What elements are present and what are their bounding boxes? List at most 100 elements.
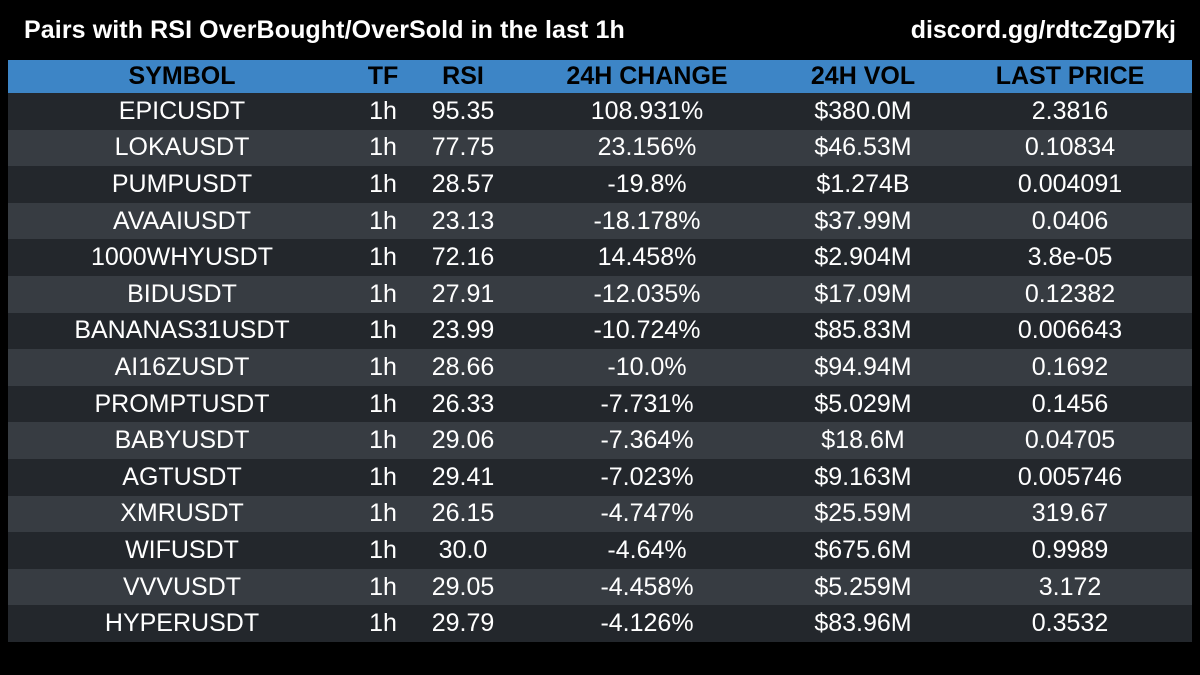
page-title: Pairs with RSI OverBought/OverSold in th… [24, 16, 625, 44]
change-cell: -4.458% [516, 568, 778, 606]
rsi-cell: 26.33 [410, 385, 516, 423]
change-cell: 108.931% [516, 93, 778, 130]
table-row: BIDUSDT 1h 27.91 -12.035% $17.09M 0.12382 [8, 275, 1192, 313]
price-cell: 0.9989 [948, 532, 1192, 569]
table-row: WIFUSDT 1h 30.0 -4.64% $675.6M 0.9989 [8, 532, 1192, 569]
change-cell: -7.731% [516, 385, 778, 423]
symbol-cell: XMRUSDT [8, 495, 356, 533]
volume-cell: $675.6M [778, 532, 948, 569]
table-row: BABYUSDT 1h 29.06 -7.364% $18.6M 0.04705 [8, 422, 1192, 459]
price-cell: 3.8e-05 [948, 239, 1192, 276]
price-cell: 0.006643 [948, 312, 1192, 350]
change-cell: -10.0% [516, 349, 778, 386]
symbol-cell: HYPERUSDT [8, 605, 356, 642]
change-cell: -19.8% [516, 166, 778, 203]
table-header-row: SYMBOL TF RSI 24H CHANGE 24H VOL LAST PR… [8, 60, 1192, 93]
column-header-24h-vol: 24H VOL [778, 60, 948, 93]
change-cell: -18.178% [516, 202, 778, 240]
tf-cell: 1h [356, 166, 410, 203]
volume-cell: $18.6M [778, 422, 948, 459]
column-header-rsi: RSI [410, 60, 516, 93]
table-row: XMRUSDT 1h 26.15 -4.747% $25.59M 319.67 [8, 495, 1192, 533]
symbol-cell: 1000WHYUSDT [8, 239, 356, 276]
volume-cell: $5.259M [778, 568, 948, 606]
price-cell: 0.004091 [948, 166, 1192, 203]
table-row: EPICUSDT 1h 95.35 108.931% $380.0M 2.3816 [8, 93, 1192, 130]
tf-cell: 1h [356, 239, 410, 276]
symbol-cell: PUMPUSDT [8, 166, 356, 203]
rsi-cell: 29.79 [410, 605, 516, 642]
symbol-cell: AVAAIUSDT [8, 202, 356, 240]
price-cell: 2.3816 [948, 93, 1192, 130]
volume-cell: $94.94M [778, 349, 948, 386]
tf-cell: 1h [356, 312, 410, 350]
tf-cell: 1h [356, 202, 410, 240]
rsi-cell: 29.05 [410, 568, 516, 606]
rsi-cell: 28.66 [410, 349, 516, 386]
change-cell: 23.156% [516, 129, 778, 167]
change-cell: -7.364% [516, 422, 778, 459]
header-bar: Pairs with RSI OverBought/OverSold in th… [0, 0, 1200, 60]
table-row: 1000WHYUSDT 1h 72.16 14.458% $2.904M 3.8e-05 [8, 239, 1192, 276]
column-header-tf: TF [356, 60, 410, 93]
rsi-cell: 95.35 [410, 93, 516, 130]
tf-cell: 1h [356, 568, 410, 606]
change-cell: -4.64% [516, 532, 778, 569]
price-cell: 0.1456 [948, 385, 1192, 423]
tf-cell: 1h [356, 458, 410, 496]
rsi-pairs-table: SYMBOL TF RSI 24H CHANGE 24H VOL LAST PR… [8, 60, 1192, 642]
rsi-cell: 26.15 [410, 495, 516, 533]
tf-cell: 1h [356, 385, 410, 423]
table-row: PUMPUSDT 1h 28.57 -19.8% $1.274B 0.004091 [8, 166, 1192, 203]
rsi-cell: 23.99 [410, 312, 516, 350]
table-row: PROMPTUSDT 1h 26.33 -7.731% $5.029M 0.1456 [8, 385, 1192, 423]
column-header-symbol: SYMBOL [8, 60, 356, 93]
volume-cell: $83.96M [778, 605, 948, 642]
discord-invite-link[interactable]: discord.gg/rdtcZgD7kj [910, 16, 1176, 44]
price-cell: 0.005746 [948, 458, 1192, 496]
table-row: BANANAS31USDT 1h 23.99 -10.724% $85.83M 0.006… [8, 312, 1192, 350]
symbol-cell: VVVUSDT [8, 568, 356, 606]
rsi-cell: 27.91 [410, 275, 516, 313]
table-body: EPICUSDT 1h 95.35 108.931% $380.0M 2.3816 LOKA… [8, 93, 1192, 642]
price-cell: 319.67 [948, 495, 1192, 533]
rsi-cell: 28.57 [410, 166, 516, 203]
price-cell: 0.0406 [948, 202, 1192, 240]
column-header-last-price: LAST PRICE [948, 60, 1192, 93]
column-header-24h-change: 24H CHANGE [516, 60, 778, 93]
price-cell: 0.1692 [948, 349, 1192, 386]
symbol-cell: PROMPTUSDT [8, 385, 356, 423]
price-cell: 0.04705 [948, 422, 1192, 459]
rsi-cell: 29.06 [410, 422, 516, 459]
symbol-cell: WIFUSDT [8, 532, 356, 569]
change-cell: -10.724% [516, 312, 778, 350]
tf-cell: 1h [356, 605, 410, 642]
volume-cell: $46.53M [778, 129, 948, 167]
tf-cell: 1h [356, 422, 410, 459]
symbol-cell: BIDUSDT [8, 275, 356, 313]
symbol-cell: AI16ZUSDT [8, 349, 356, 386]
volume-cell: $380.0M [778, 93, 948, 130]
rsi-cell: 29.41 [410, 458, 516, 496]
change-cell: -4.747% [516, 495, 778, 533]
tf-cell: 1h [356, 532, 410, 569]
change-cell: -4.126% [516, 605, 778, 642]
rsi-cell: 77.75 [410, 129, 516, 167]
table-row: HYPERUSDT 1h 29.79 -4.126% $83.96M 0.3532 [8, 605, 1192, 642]
volume-cell: $85.83M [778, 312, 948, 350]
rsi-cell: 72.16 [410, 239, 516, 276]
volume-cell: $5.029M [778, 385, 948, 423]
tf-cell: 1h [356, 275, 410, 313]
price-cell: 0.3532 [948, 605, 1192, 642]
table-row: VVVUSDT 1h 29.05 -4.458% $5.259M 3.172 [8, 568, 1192, 606]
table-row: LOKAUSDT 1h 77.75 23.156% $46.53M 0.10834 [8, 129, 1192, 167]
volume-cell: $9.163M [778, 458, 948, 496]
rsi-cell: 23.13 [410, 202, 516, 240]
volume-cell: $2.904M [778, 239, 948, 276]
change-cell: 14.458% [516, 239, 778, 276]
table-row: AVAAIUSDT 1h 23.13 -18.178% $37.99M 0.0406 [8, 202, 1192, 240]
tf-cell: 1h [356, 129, 410, 167]
price-cell: 0.10834 [948, 129, 1192, 167]
change-cell: -12.035% [516, 275, 778, 313]
